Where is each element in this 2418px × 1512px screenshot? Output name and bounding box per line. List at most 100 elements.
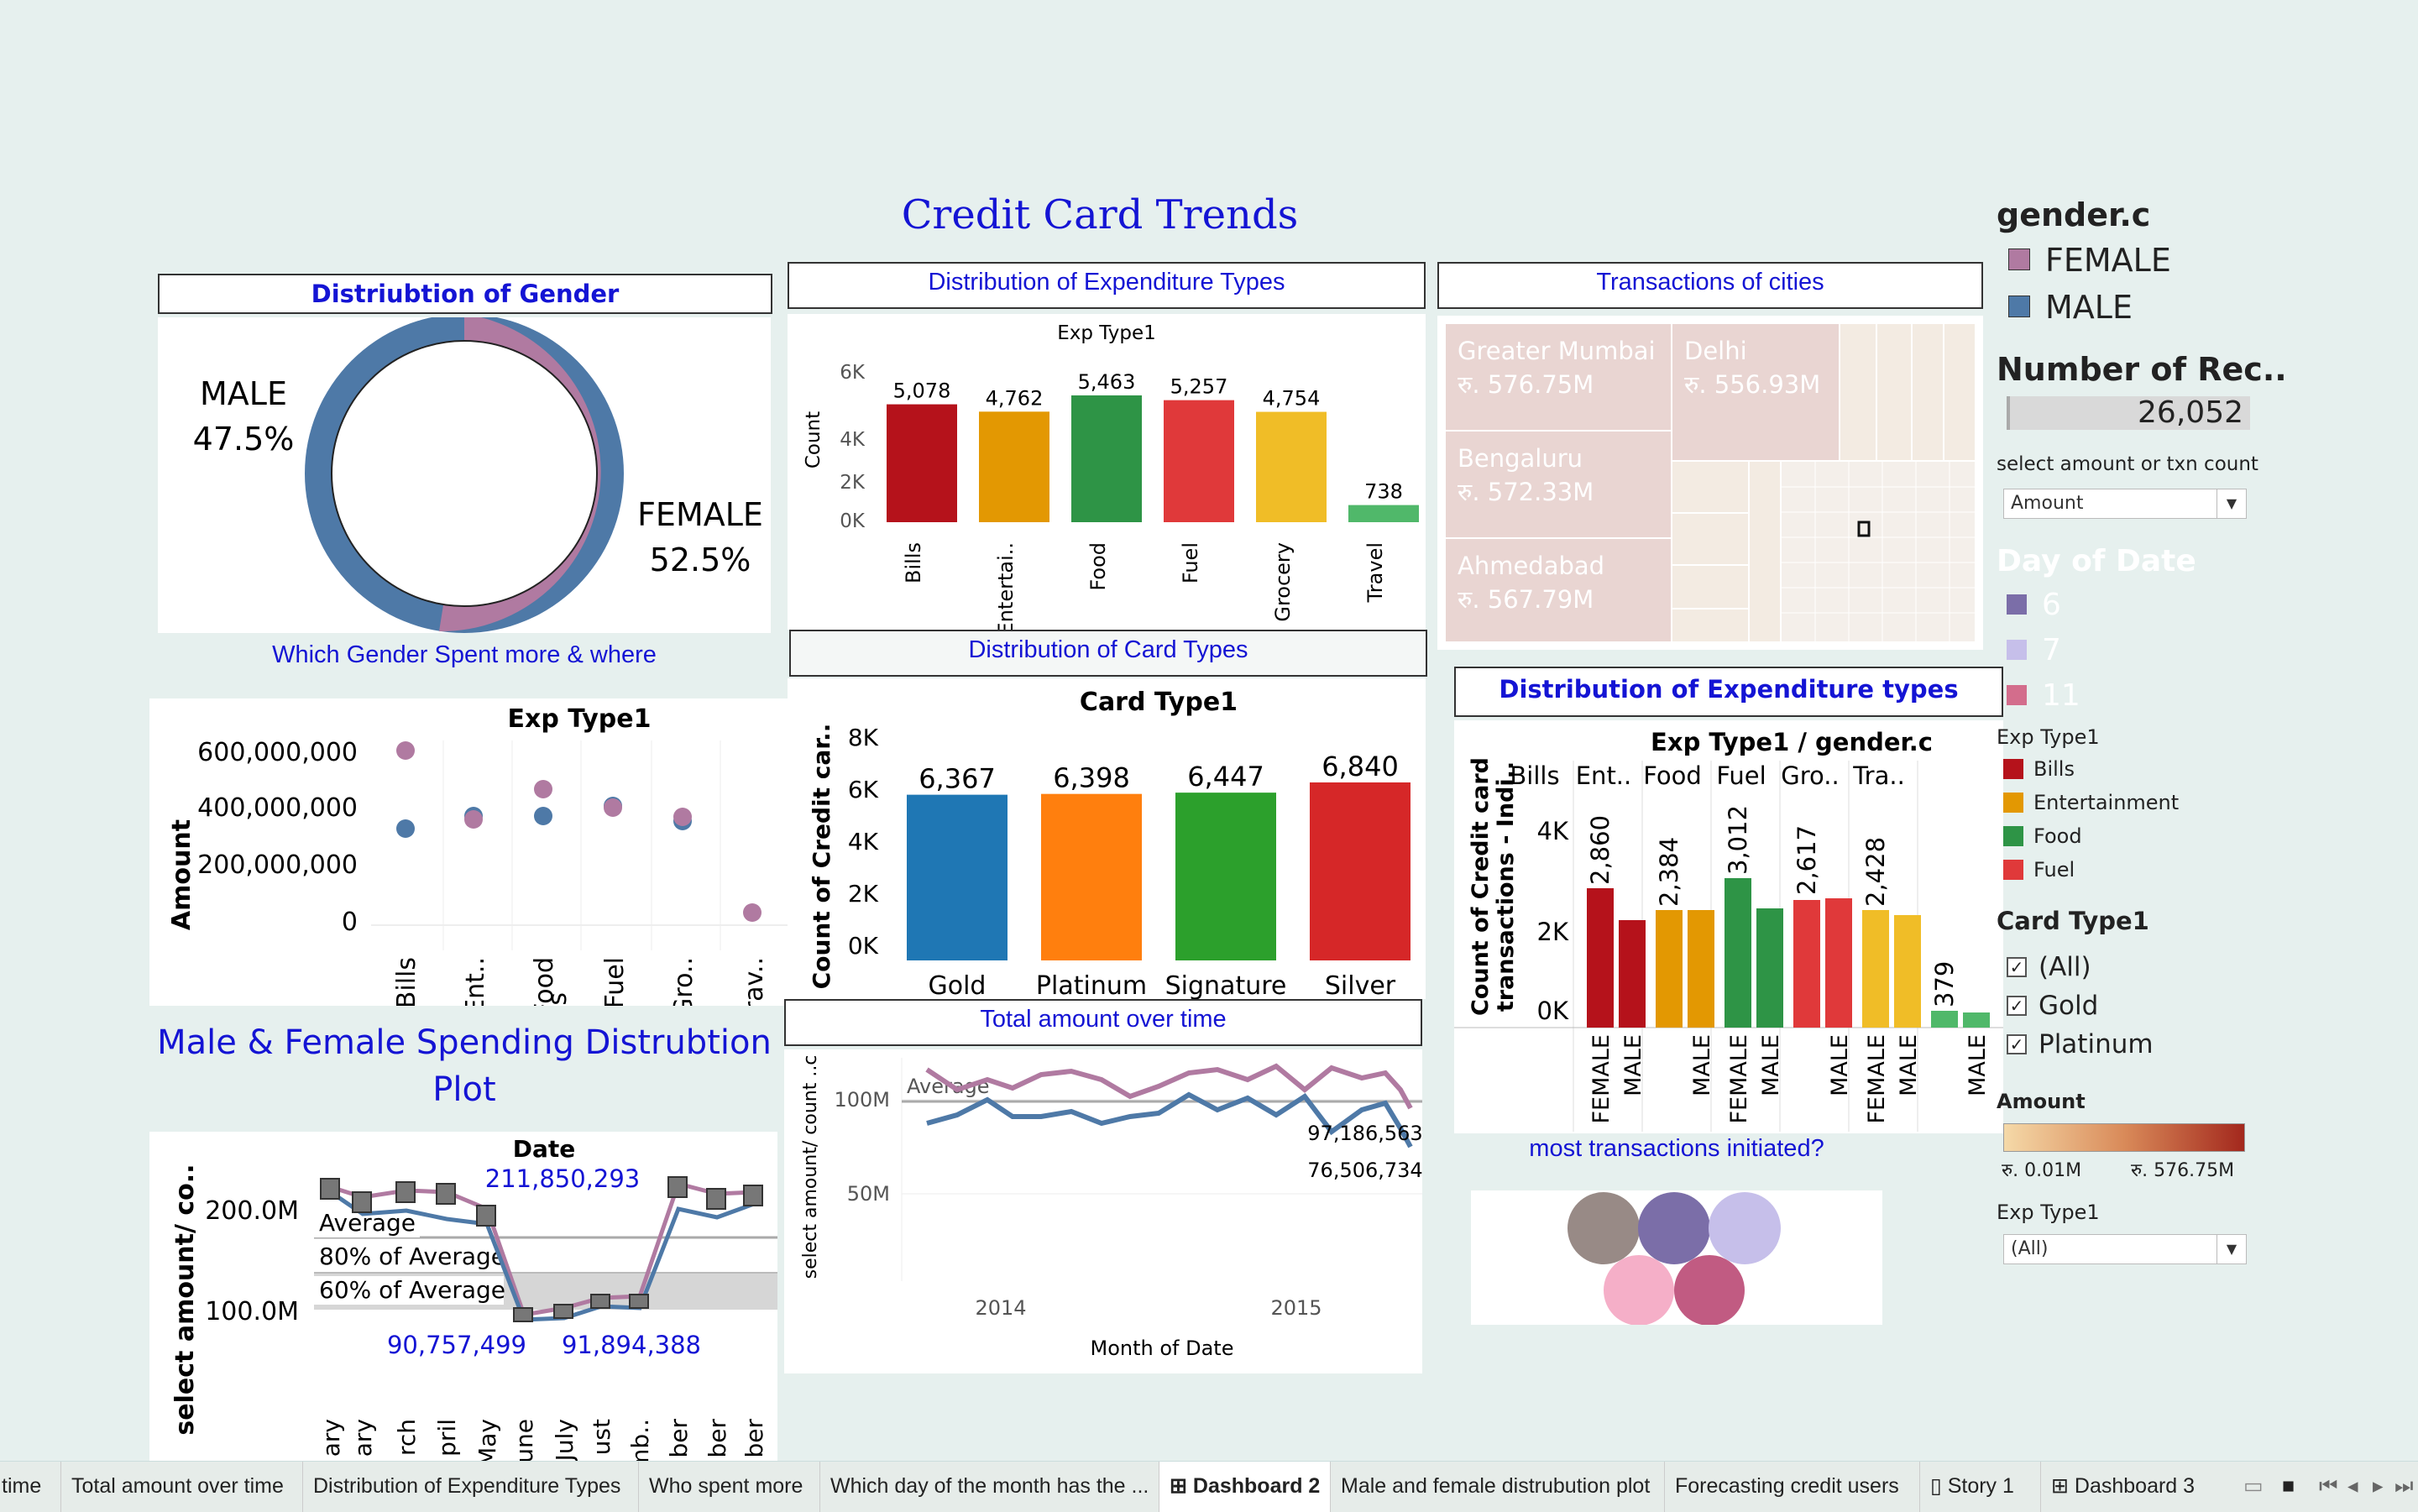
city-cell-ahmedabad[interactable]: Ahmedabad रु. 567.79M <box>1446 539 1671 641</box>
tab-total-amount[interactable]: Total amount over time <box>60 1462 294 1512</box>
exp-gender-cat: Tra.. <box>1852 761 1905 790</box>
legend-item-male[interactable]: MALE <box>2045 289 2133 326</box>
exp-value-label: 4,762 <box>986 386 1044 410</box>
date-xlabel: une <box>510 1419 538 1461</box>
city-cell-delhi[interactable]: Delhi रु. 556.93M <box>1672 324 1839 460</box>
gender-donut-chart: MALE 47.5% FEMALE 52.5% <box>193 317 763 633</box>
amount-count-select[interactable]: Amount ▼ <box>2003 489 2247 519</box>
exp-bar[interactable] <box>1256 411 1327 522</box>
bar-ent-male <box>1688 910 1714 1028</box>
city-cell-bengaluru[interactable]: Bengaluru रु. 572.33M <box>1446 432 1671 537</box>
next-sheet-icon[interactable]: ▸ <box>2373 1474 2384 1498</box>
legend-item-day-7[interactable]: 7 <box>2042 633 2061 667</box>
card-bar[interactable] <box>1041 793 1142 960</box>
checkbox-gold[interactable]: ✓ <box>2007 996 2027 1016</box>
legend-swatch-day-11 <box>2007 685 2027 705</box>
legend-item-day-11[interactable]: 11 <box>2042 678 2080 713</box>
male-pct: 47.5% <box>193 421 295 458</box>
date-header: Date <box>513 1135 576 1163</box>
total-xtick: 2014 <box>975 1296 1026 1320</box>
city-amount: रु. 572.33M <box>1458 478 1594 506</box>
exp-gender-value: 2,617 <box>1793 825 1821 895</box>
cities-title: Transactions of cities <box>1437 262 1983 309</box>
card-bar[interactable] <box>1310 782 1410 960</box>
chevron-down-icon: ▼ <box>2216 489 2246 518</box>
selected-city-marker <box>1857 521 1871 537</box>
exp-bar[interactable] <box>887 404 957 522</box>
card-value-label: 6,398 <box>1053 762 1130 794</box>
tab-male-female-plot[interactable]: Male and female distrubution plot <box>1330 1462 1660 1512</box>
checkbox-platinum[interactable]: ✓ <box>2007 1034 2027 1054</box>
exp-legend-title: Exp Type1 <box>1997 725 2100 749</box>
exp-bar[interactable] <box>979 411 1049 522</box>
exp-filter-select[interactable]: (All) ▼ <box>2003 1234 2247 1264</box>
tab-time[interactable]: time <box>2 1474 42 1498</box>
last-sheet-icon[interactable]: ⏭ <box>2394 1474 2414 1498</box>
card-bar[interactable] <box>1175 793 1276 960</box>
legend-item-entertainment[interactable]: Entertainment <box>2033 791 2180 814</box>
legend-item-food[interactable]: Food <box>2033 824 2082 848</box>
checkbox-all[interactable]: ✓ <box>2007 957 2027 977</box>
legend-swatch-male <box>2008 296 2030 317</box>
card-bar[interactable] <box>907 794 1008 960</box>
prev-sheet-icon[interactable]: ◂ <box>2347 1474 2358 1498</box>
day-bubble <box>1638 1192 1710 1264</box>
filmstrip-icon[interactable]: ▭ <box>2243 1474 2264 1498</box>
exp-gender-xlabel: MALE <box>1827 1034 1853 1096</box>
card-filter-all[interactable]: (All) <box>2039 952 2091 982</box>
exp-value-label: 5,257 <box>1170 375 1228 399</box>
chevron-down-icon: ▼ <box>2216 1235 2246 1263</box>
legend-item-fuel[interactable]: Fuel <box>2033 858 2075 882</box>
exp-bar[interactable] <box>1164 400 1234 522</box>
scatter-ytick: 400,000,000 <box>197 793 358 823</box>
amount-legend-min: रु. 0.01M <box>2002 1160 2082 1181</box>
tab-story-1[interactable]: ▯ Story 1 <box>1919 1462 2024 1512</box>
exp-dist-xlabel: Grocery <box>1271 542 1295 622</box>
tab-dashboard-3[interactable]: ⊞ Dashboard 3 <box>2040 1462 2205 1512</box>
exp-bar[interactable] <box>1348 505 1419 522</box>
card-value-label: 6,367 <box>919 763 996 795</box>
city-cell-mumbai[interactable]: Greater Mumbai रु. 576.75M <box>1446 324 1671 430</box>
date-xlabel: ary <box>317 1419 345 1457</box>
card-filter-platinum[interactable]: Platinum <box>2039 1029 2154 1059</box>
bar-gro-female <box>1862 910 1889 1028</box>
spending-plot-title: Male & Female Spending Distrubtion Plot <box>157 1023 772 1109</box>
date-ylabel: select amount/ co.. <box>170 1164 200 1435</box>
tabs-view-icon[interactable]: ■ <box>2282 1474 2295 1498</box>
exp-value-label: 5,463 <box>1078 370 1136 394</box>
total-line-female <box>925 1063 1413 1110</box>
card-ytick: 0K <box>848 932 879 960</box>
legend-item-female[interactable]: FEMALE <box>2045 242 2171 279</box>
max-label: 211,850,293 <box>485 1164 641 1193</box>
num-records-title: Number of Rec.. <box>1997 351 2287 388</box>
min-label-1: 90,757,499 <box>387 1331 526 1359</box>
exp-gender-xlabel: MALE <box>1689 1034 1715 1096</box>
card-xlabel: Platinum <box>1036 971 1147 999</box>
card-types-panel: Card Type1 Count of Credit car.. 8K 6K 4… <box>788 678 1426 1001</box>
tab-who-spent[interactable]: Who spent more <box>638 1462 813 1512</box>
num-records-box: 26,052 <box>2007 396 2250 430</box>
exp-gender-cat: Food <box>1643 761 1702 790</box>
tab-which-day[interactable]: Which day of the month has the ... <box>819 1462 1159 1512</box>
exp-dist-xlabel: Bills <box>902 542 925 583</box>
exp-dist-xlabel: Fuel <box>1179 542 1202 583</box>
tab-forecasting[interactable]: Forecasting credit users <box>1664 1462 1909 1512</box>
tab-exp-types[interactable]: Distribution of Expenditure Types <box>302 1462 631 1512</box>
scatter-dot-female-ent <box>464 810 483 829</box>
exp-bar[interactable] <box>1071 395 1142 522</box>
legend-swatch-fuel <box>2003 860 2023 880</box>
legend-item-day-6[interactable]: 6 <box>2042 588 2061 622</box>
exp-gender-xlabel: FEMALE <box>1588 1034 1615 1123</box>
card-filter-title: Card Type1 <box>1997 907 2149 935</box>
scatter-ytick: 0 <box>342 908 358 937</box>
bar-gro-male <box>1894 915 1921 1028</box>
tab-dashboard-2[interactable]: ⊞ Dashboard 2 <box>1159 1462 1331 1512</box>
scatter-ylabel: Amount <box>167 819 196 930</box>
day-legend-title: Day of Date <box>1997 544 2196 578</box>
legend-item-bills[interactable]: Bills <box>2033 757 2075 781</box>
card-filter-gold[interactable]: Gold <box>2039 991 2099 1021</box>
scatter-xlabels: Bills Ent.. Food Fuel Gro.. Trav.. <box>392 957 769 1024</box>
scatter-dot-male-bills <box>396 819 415 838</box>
legend-swatch-day-6 <box>2007 594 2027 615</box>
first-sheet-icon[interactable]: ⏮ <box>2319 1474 2338 1498</box>
